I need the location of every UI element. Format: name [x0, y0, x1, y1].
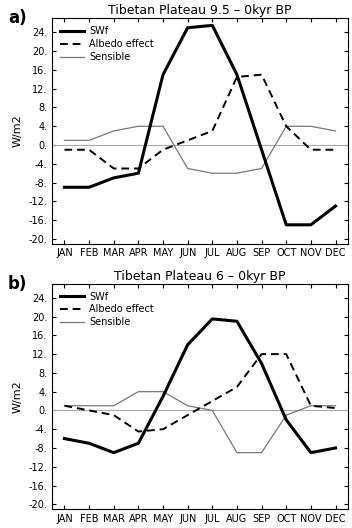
SWf	[87, 440, 91, 447]
Albedo effect	[112, 165, 116, 172]
Sensible	[333, 402, 338, 409]
Sensible	[259, 449, 264, 456]
Line: Sensible: Sensible	[64, 392, 335, 452]
Text: b): b)	[8, 275, 27, 293]
Line: Albedo effect: Albedo effect	[64, 354, 335, 431]
SWf	[62, 436, 67, 442]
Albedo effect	[259, 351, 264, 357]
SWf	[333, 445, 338, 451]
Albedo effect	[333, 405, 338, 411]
Albedo effect	[112, 412, 116, 418]
Title: Tibetan Plateau 9.5 – 0kyr BP: Tibetan Plateau 9.5 – 0kyr BP	[108, 4, 292, 17]
Sensible	[259, 165, 264, 172]
SWf	[161, 71, 165, 78]
SWf	[235, 318, 239, 324]
Sensible	[161, 389, 165, 395]
Line: Albedo effect: Albedo effect	[64, 74, 335, 168]
Line: SWf: SWf	[64, 25, 335, 225]
Sensible	[309, 123, 313, 129]
Sensible	[186, 165, 190, 172]
Legend: SWf, Albedo effect, Sensible: SWf, Albedo effect, Sensible	[57, 289, 157, 330]
Title: Tibetan Plateau 6 – 0kyr BP: Tibetan Plateau 6 – 0kyr BP	[114, 270, 286, 282]
Albedo effect	[284, 123, 288, 129]
Albedo effect	[161, 426, 165, 432]
Albedo effect	[186, 137, 190, 144]
SWf	[62, 184, 67, 191]
Sensible	[284, 412, 288, 418]
SWf	[161, 393, 165, 400]
Line: SWf: SWf	[64, 319, 335, 452]
Albedo effect	[309, 147, 313, 153]
Line: Sensible: Sensible	[64, 126, 335, 173]
Sensible	[136, 389, 140, 395]
Sensible	[210, 407, 214, 413]
SWf	[136, 170, 140, 176]
Sensible	[62, 137, 67, 144]
SWf	[259, 360, 264, 366]
Sensible	[210, 170, 214, 176]
SWf	[284, 417, 288, 423]
Albedo effect	[235, 384, 239, 390]
SWf	[210, 22, 214, 29]
Albedo effect	[62, 147, 67, 153]
SWf	[112, 175, 116, 181]
Legend: SWf, Albedo effect, Sensible: SWf, Albedo effect, Sensible	[57, 23, 157, 65]
Text: a): a)	[8, 10, 26, 27]
SWf	[87, 184, 91, 191]
SWf	[309, 222, 313, 228]
SWf	[259, 147, 264, 153]
Sensible	[112, 402, 116, 409]
Albedo effect	[136, 428, 140, 435]
SWf	[186, 24, 190, 31]
Sensible	[284, 123, 288, 129]
SWf	[235, 71, 239, 78]
Sensible	[112, 128, 116, 134]
Albedo effect	[87, 147, 91, 153]
Albedo effect	[136, 165, 140, 172]
SWf	[284, 222, 288, 228]
Y-axis label: W/m2: W/m2	[13, 115, 23, 147]
Albedo effect	[259, 71, 264, 78]
SWf	[186, 342, 190, 348]
SWf	[112, 449, 116, 456]
Albedo effect	[186, 412, 190, 418]
SWf	[309, 449, 313, 456]
Albedo effect	[309, 402, 313, 409]
SWf	[210, 316, 214, 322]
SWf	[333, 203, 338, 209]
Sensible	[309, 402, 313, 409]
Sensible	[87, 402, 91, 409]
Sensible	[136, 123, 140, 129]
Sensible	[161, 123, 165, 129]
Sensible	[62, 402, 67, 409]
Albedo effect	[62, 402, 67, 409]
Sensible	[235, 170, 239, 176]
Albedo effect	[161, 147, 165, 153]
Albedo effect	[284, 351, 288, 357]
Albedo effect	[333, 147, 338, 153]
Sensible	[235, 449, 239, 456]
SWf	[136, 440, 140, 447]
Sensible	[333, 128, 338, 134]
Albedo effect	[210, 398, 214, 404]
Albedo effect	[235, 74, 239, 80]
Albedo effect	[210, 128, 214, 134]
Y-axis label: W/m2: W/m2	[13, 380, 23, 413]
Sensible	[87, 137, 91, 144]
Albedo effect	[87, 407, 91, 413]
Sensible	[186, 402, 190, 409]
